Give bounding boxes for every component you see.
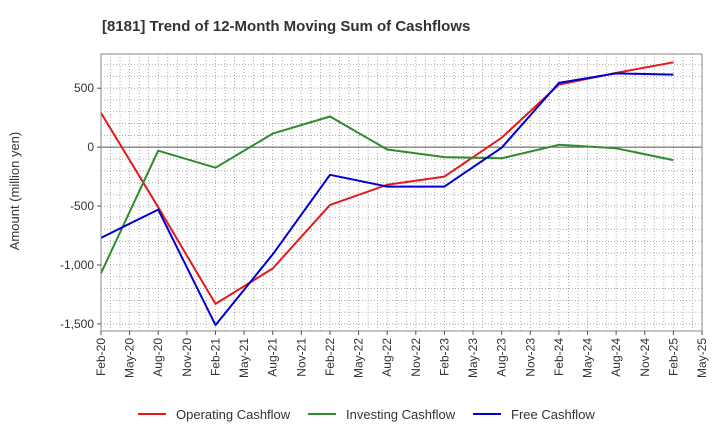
x-tick-label: Feb-22 bbox=[323, 338, 337, 376]
grid bbox=[101, 54, 702, 331]
x-tick-label: Feb-21 bbox=[208, 338, 222, 376]
x-tick-label: Feb-25 bbox=[666, 338, 680, 376]
series-line-investing-cashflow bbox=[100, 115, 674, 274]
x-tick-label: May-24 bbox=[581, 338, 595, 378]
x-tick-label: Feb-20 bbox=[94, 338, 108, 376]
y-ticks: 500 0 -500 -1,000 -1,500 bbox=[60, 81, 101, 331]
x-tick-label: Aug-20 bbox=[151, 338, 165, 377]
legend: Operating Cashflow Investing Cashflow Free… bbox=[138, 407, 595, 422]
x-tick-label: Aug-24 bbox=[609, 338, 623, 377]
x-tick-label: Nov-24 bbox=[638, 338, 652, 377]
x-ticks: Feb-20 May-20 Aug-20 Nov-20 Feb-21 May-21 Aug-… bbox=[94, 331, 709, 378]
x-tick-label: May-21 bbox=[237, 338, 251, 378]
x-tick-label: Aug-22 bbox=[380, 338, 394, 377]
y-tick-label: -1,500 bbox=[60, 317, 94, 331]
x-tick-label: Aug-23 bbox=[495, 338, 509, 377]
y-tick-label: -1,000 bbox=[60, 258, 94, 272]
x-tick-label: Feb-24 bbox=[552, 338, 566, 376]
x-tick-label: May-23 bbox=[466, 338, 480, 378]
x-tick-label: May-25 bbox=[695, 338, 709, 378]
x-tick-label: May-20 bbox=[123, 338, 137, 378]
y-tick-label: -500 bbox=[70, 199, 94, 213]
x-tick-label: Aug-21 bbox=[266, 338, 280, 377]
x-tick-label: Feb-23 bbox=[437, 338, 451, 376]
x-tick-label: Nov-21 bbox=[294, 338, 308, 377]
x-tick-label: Nov-23 bbox=[523, 338, 537, 377]
y-tick-label: 500 bbox=[74, 81, 94, 95]
x-tick-label: May-22 bbox=[352, 338, 366, 378]
series-group bbox=[100, 61, 674, 327]
legend-label: Operating Cashflow bbox=[176, 407, 291, 422]
x-tick-label: Nov-20 bbox=[180, 338, 194, 377]
y-tick-label: 0 bbox=[87, 140, 94, 154]
legend-label: Free Cashflow bbox=[511, 407, 595, 422]
x-tick-label: Nov-22 bbox=[409, 338, 423, 377]
legend-label: Investing Cashflow bbox=[346, 407, 456, 422]
chart-title: [8181] Trend of 12-Month Moving Sum of C… bbox=[102, 18, 470, 35]
y-axis-label: Amount (million yen) bbox=[7, 132, 22, 251]
plot-frame bbox=[100, 53, 703, 332]
series-line-free-cashflow bbox=[100, 72, 674, 327]
